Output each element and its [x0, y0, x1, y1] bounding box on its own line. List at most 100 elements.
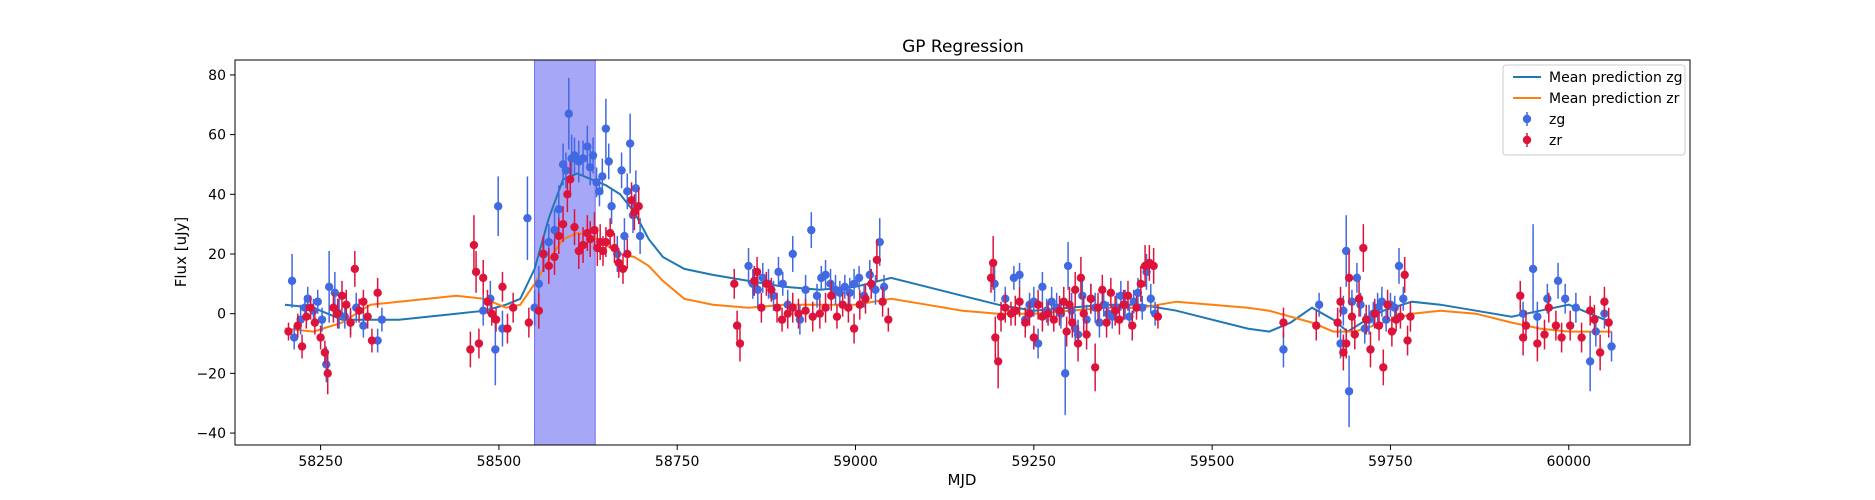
point-zr	[878, 297, 887, 306]
point-zr	[574, 246, 583, 256]
point-zr	[306, 303, 315, 312]
point-zr	[1590, 315, 1599, 324]
point-zg	[570, 151, 579, 160]
point-zg	[845, 288, 855, 297]
point-zr	[1342, 339, 1351, 348]
point-zg	[1146, 294, 1155, 303]
point-zg	[1078, 291, 1087, 300]
point-zg	[578, 154, 588, 163]
point-zg	[493, 202, 503, 211]
point-zg	[595, 187, 604, 196]
point-zr	[1551, 321, 1561, 330]
point-zr	[1516, 291, 1525, 300]
point-zr	[1406, 312, 1415, 321]
point-zr	[1521, 321, 1531, 330]
point-zr	[605, 228, 615, 238]
point-zg	[607, 202, 616, 211]
point-zg	[359, 321, 368, 330]
point-zr	[1604, 318, 1613, 327]
point-zr	[1082, 330, 1091, 339]
point-zr	[1383, 300, 1392, 309]
point-zg	[317, 315, 327, 324]
point-zr	[752, 267, 762, 277]
point-zr	[598, 246, 608, 256]
point-zr	[554, 231, 564, 241]
point-zr	[373, 288, 382, 297]
point-zr	[855, 300, 864, 309]
point-zg	[875, 237, 884, 247]
point-zr	[1076, 273, 1086, 283]
point-zr	[1518, 333, 1528, 342]
point-zr	[1102, 318, 1111, 327]
point-zg	[1061, 369, 1070, 378]
point-zr	[1001, 303, 1010, 312]
point-zr	[1359, 243, 1368, 253]
point-zg	[303, 294, 312, 303]
point-zg	[840, 282, 850, 292]
point-zg	[554, 205, 564, 214]
point-zr	[801, 306, 810, 315]
point-zg	[1591, 327, 1601, 336]
point-zr	[1065, 300, 1074, 309]
point-zr	[1029, 333, 1039, 342]
point-zg	[854, 273, 864, 283]
point-zr	[844, 303, 853, 312]
point-zr	[297, 342, 307, 351]
point-zr	[827, 291, 836, 300]
y-tick-label: −40	[196, 426, 226, 442]
legend-marker-swatch	[1522, 135, 1532, 145]
point-zr	[1344, 273, 1354, 283]
point-zg	[1314, 300, 1324, 309]
point-zg	[544, 237, 554, 247]
point-zg	[1038, 282, 1047, 292]
point-zr	[1098, 285, 1107, 295]
point-zr	[1312, 321, 1321, 330]
legend-label: Mean prediction zr	[1549, 91, 1680, 107]
point-zg	[1543, 294, 1552, 303]
point-zr	[1079, 309, 1088, 318]
point-zr	[363, 312, 372, 321]
point-zg	[1347, 297, 1357, 306]
point-zr	[757, 303, 766, 312]
point-zr	[1119, 300, 1128, 309]
x-tick-label: 58750	[655, 454, 700, 470]
point-zg	[849, 279, 859, 289]
point-zr	[590, 225, 599, 235]
point-zr	[750, 276, 759, 286]
x-tick-label: 58250	[298, 454, 343, 470]
point-zg	[801, 285, 810, 295]
chart-title: GP Regression	[902, 37, 1024, 57]
x-tick-label: 59500	[1190, 454, 1235, 470]
point-zr	[550, 252, 559, 262]
point-zr	[735, 339, 745, 348]
point-zg	[812, 291, 822, 300]
point-zg	[1585, 357, 1595, 366]
point-zr	[1350, 330, 1359, 339]
point-zr	[1123, 291, 1133, 300]
point-zg	[601, 124, 611, 133]
point-zr	[1025, 309, 1034, 318]
point-zr	[991, 333, 1000, 342]
point-zr	[498, 282, 507, 292]
point-zg	[1553, 276, 1563, 286]
point-zr	[1043, 309, 1053, 318]
point-zr	[1374, 321, 1384, 330]
point-zg	[550, 225, 559, 235]
point-zg	[1116, 291, 1126, 300]
point-zr	[1110, 306, 1120, 315]
point-zr	[1090, 363, 1100, 372]
point-zr	[1387, 327, 1397, 336]
point-zr	[346, 318, 355, 327]
point-zg	[788, 249, 797, 259]
point-zr	[1565, 321, 1575, 330]
point-zg	[871, 285, 880, 295]
point-zr	[986, 273, 996, 283]
point-zr	[1086, 294, 1096, 303]
point-zg	[1571, 303, 1581, 312]
point-zr	[585, 234, 595, 244]
point-zg	[564, 109, 573, 118]
point-zr	[1153, 312, 1163, 321]
point-zg	[623, 187, 632, 196]
point-zr	[730, 279, 739, 289]
